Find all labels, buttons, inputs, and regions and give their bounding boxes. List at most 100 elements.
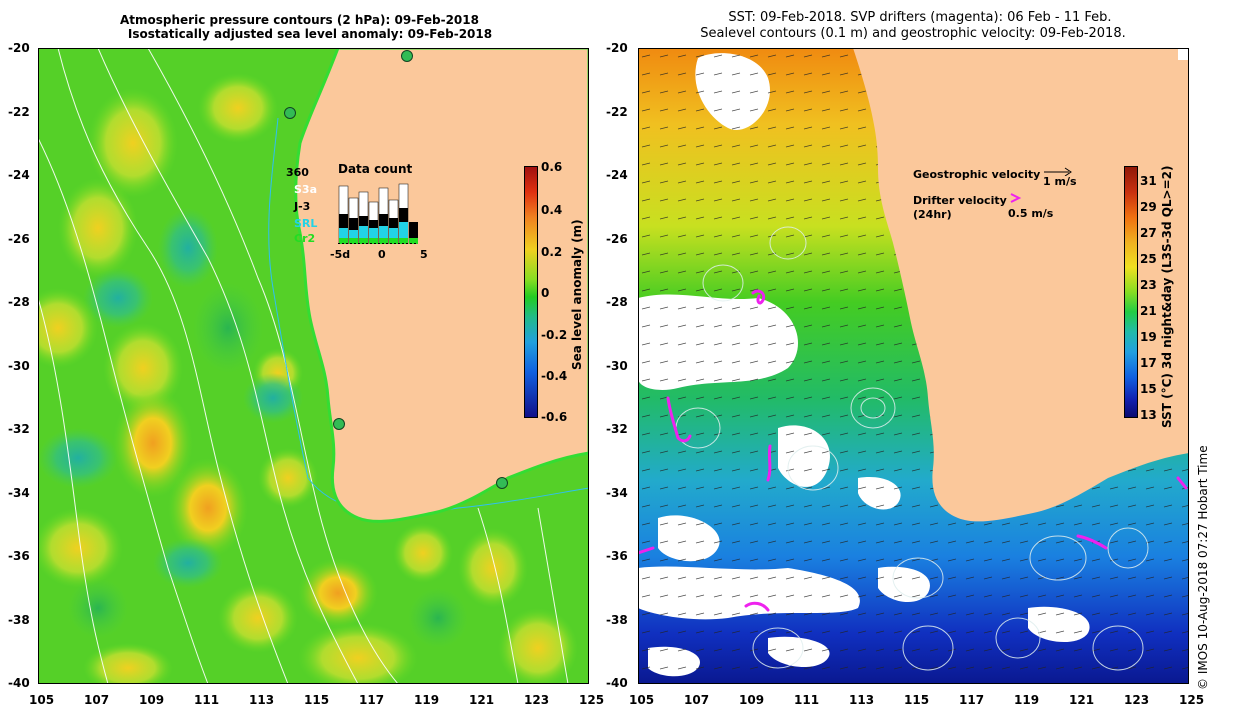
right-xtick: 121 [1069, 693, 1095, 707]
left-ytick: -28 [8, 295, 30, 309]
sla-cb-tick: -0.2 [541, 328, 568, 342]
right-ytick: -24 [606, 168, 628, 182]
left-xtick: 107 [84, 693, 110, 707]
sla-cb-tick: -0.6 [541, 410, 568, 424]
left-title-line1: Atmospheric pressure contours (2 hPa): 0… [120, 13, 479, 27]
left-xtick: 113 [249, 693, 275, 707]
right-ytick: -28 [606, 295, 628, 309]
data-count-max: 360 [286, 166, 309, 179]
sst-cb-tick: 17 [1140, 356, 1157, 370]
tide-gauge-marker [496, 477, 508, 489]
right-map: Geostrophic velocity 1 m/s Drifter veloc… [638, 48, 1189, 684]
source-cr2: Cr2 [294, 232, 316, 245]
geo-velocity-label: Geostrophic velocity [913, 168, 1041, 181]
sst-colorbar [1124, 166, 1138, 418]
sla-cb-tick: -0.4 [541, 369, 568, 383]
data-count-title: Data count [338, 162, 413, 176]
left-ytick: -24 [8, 168, 30, 182]
drifter-track [1176, 476, 1188, 490]
tide-gauge-marker [284, 107, 296, 119]
drifter-velocity-sub: (24hr) [913, 208, 952, 221]
data-count-xlabel-minus5: -5d [330, 248, 351, 261]
right-ytick: -22 [606, 105, 628, 119]
geo-velocity-arrow [1044, 167, 1072, 176]
drifter-track [638, 546, 655, 555]
right-xtick: 117 [959, 693, 985, 707]
data-count-inset: 360 Data count S3a J-3 SRL Cr2 [286, 160, 436, 270]
right-xtick: 111 [794, 693, 820, 707]
sst-cb-tick: 13 [1140, 408, 1157, 422]
data-count-bar-group [338, 183, 418, 244]
drifter-track [766, 444, 772, 482]
right-xtick: 123 [1124, 693, 1150, 707]
land-australia [294, 48, 589, 523]
drifter-velocity-scale: 0.5 m/s [1008, 207, 1054, 220]
right-xtick: 115 [904, 693, 930, 707]
imos-credit: © IMOS 10-Aug-2018 07:27 Hobart Time [1196, 445, 1210, 690]
drifter-track [1076, 534, 1108, 550]
data-count-xlabel-5: 5 [420, 248, 428, 261]
left-ytick: -26 [8, 232, 30, 246]
left-map: 360 Data count S3a J-3 SRL Cr2 [38, 48, 589, 684]
sst-colorbar-label: SST (°C) 3d night&day (L3S-3d QL>=2) [1160, 165, 1174, 429]
right-ytick: -38 [606, 613, 628, 627]
left-ytick: -38 [8, 613, 30, 627]
right-xtick: 105 [629, 693, 655, 707]
right-map-frame [638, 48, 1189, 684]
isobath-line [268, 117, 589, 515]
right-ytick: -32 [606, 422, 628, 436]
right-xtick: 125 [1179, 693, 1205, 707]
svp-drifters [638, 289, 1188, 612]
left-xtick: 109 [139, 693, 165, 707]
source-s3a: S3a [294, 183, 317, 196]
right-xtick: 119 [1014, 693, 1040, 707]
right-xtick: 113 [849, 693, 875, 707]
sla-map-svg [38, 48, 589, 684]
right-ytick: -34 [606, 486, 628, 500]
source-j3: J-3 [294, 200, 311, 213]
right-ytick: -20 [606, 41, 628, 55]
sst-cb-tick: 31 [1140, 174, 1157, 188]
right-xtick: 107 [684, 693, 710, 707]
pressure-contours [38, 48, 569, 684]
sst-cb-tick: 19 [1140, 330, 1157, 344]
left-xtick: 125 [579, 693, 605, 707]
geo-velocity-scale: 1 m/s [1043, 175, 1077, 188]
right-ytick: -36 [606, 549, 628, 563]
sla-colorbar [524, 166, 538, 418]
drifter-velocity-label: Drifter velocity [913, 194, 1007, 207]
sst-cb-tick: 29 [1140, 200, 1157, 214]
sla-cb-tick: 0.4 [541, 203, 563, 217]
left-xtick: 115 [304, 693, 330, 707]
left-ytick: -30 [8, 359, 30, 373]
sst-cb-tick: 25 [1140, 252, 1157, 266]
sst-cb-tick: 23 [1140, 278, 1157, 292]
left-xtick: 111 [194, 693, 220, 707]
land-australia-right [853, 48, 1189, 522]
sla-colorbar-label: Sea level anomaly (m) [570, 219, 584, 370]
left-xtick: 123 [524, 693, 550, 707]
left-xtick: 105 [29, 693, 55, 707]
left-title-line2: Isostatically adjusted sea level anomaly… [127, 27, 493, 41]
source-srl: SRL [294, 217, 318, 230]
left-ytick: -40 [8, 676, 30, 690]
right-xtick: 109 [739, 693, 765, 707]
sst-cb-tick: 27 [1140, 226, 1157, 240]
sst-cb-tick: 21 [1140, 304, 1157, 318]
drifter-velocity-arrow [1010, 193, 1022, 203]
left-ytick: -32 [8, 422, 30, 436]
drifter-track [751, 289, 766, 305]
sealevel-contours [675, 226, 1149, 671]
left-ytick: -22 [8, 105, 30, 119]
data-count-xlabel-0: 0 [378, 248, 386, 261]
sst-cb-tick: 15 [1140, 382, 1157, 396]
sla-cb-tick: 0 [541, 286, 550, 300]
sst-map-svg [638, 48, 1189, 684]
data-count-bars [338, 183, 418, 244]
right-ytick: -40 [606, 676, 628, 690]
right-ytick: -30 [606, 359, 628, 373]
left-xtick: 117 [359, 693, 385, 707]
left-map-frame [38, 48, 589, 684]
sla-anomaly-blobs [38, 73, 578, 684]
right-ytick: -26 [606, 232, 628, 246]
